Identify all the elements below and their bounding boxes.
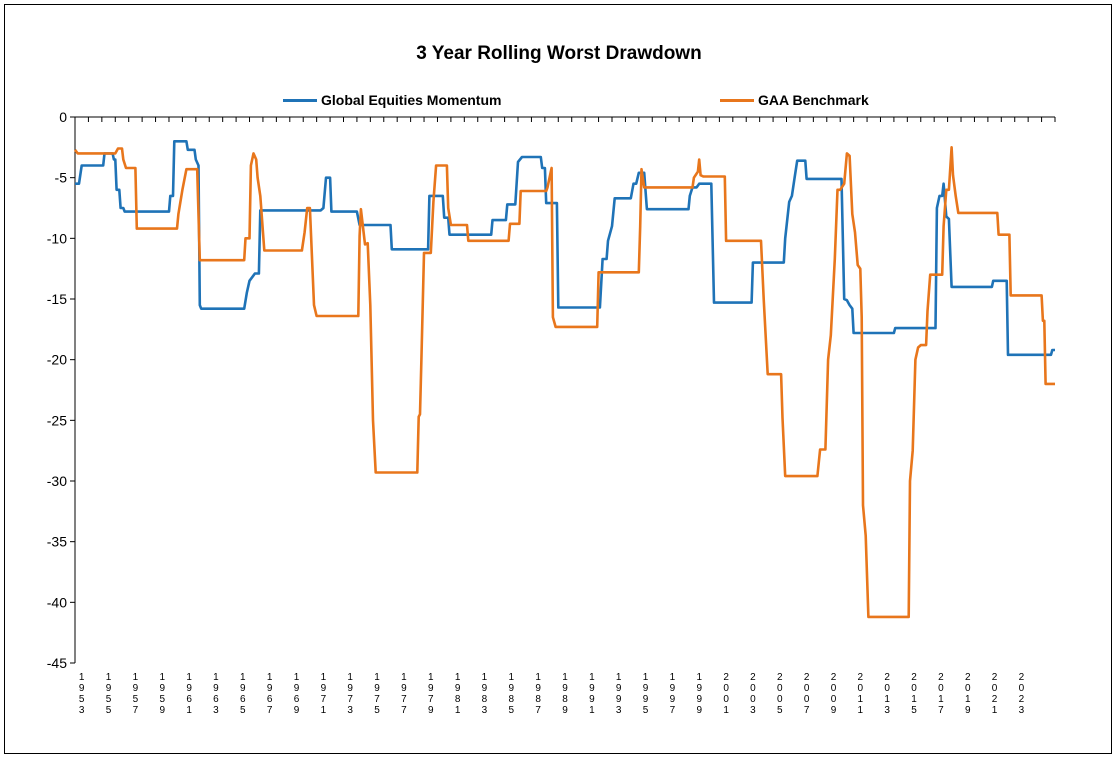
series-line-gaa-benchmark [73, 146, 1055, 619]
y-tick-label: -15 [47, 291, 67, 307]
series-line-global-equities-momentum [75, 140, 1055, 357]
legend-swatch-global-equities-momentum [283, 98, 317, 102]
y-tick-label: -40 [47, 594, 67, 610]
y-tick-label: -20 [47, 352, 67, 368]
y-tick-label: -25 [47, 412, 67, 428]
y-tick-label: -35 [47, 534, 67, 550]
y-tick-label: -30 [47, 473, 67, 489]
legend-item-global-equities-momentum: Global Equities Momentum [283, 92, 501, 108]
y-tick-label: -5 [55, 170, 68, 186]
y-tick-label: -10 [47, 230, 67, 246]
legend-item-gaa-benchmark: GAA Benchmark [720, 92, 869, 108]
y-tick-label: -45 [47, 655, 67, 671]
legend-label-global-equities-momentum: Global Equities Momentum [321, 92, 502, 108]
chart-frame: 3 Year Rolling Worst Drawdown Global Equ… [4, 4, 1112, 754]
legend-label-gaa-benchmark: GAA Benchmark [758, 92, 869, 108]
chart-title: 3 Year Rolling Worst Drawdown [416, 43, 702, 64]
legend-swatch-gaa-benchmark [720, 98, 754, 102]
y-tick-label: 0 [59, 109, 67, 125]
